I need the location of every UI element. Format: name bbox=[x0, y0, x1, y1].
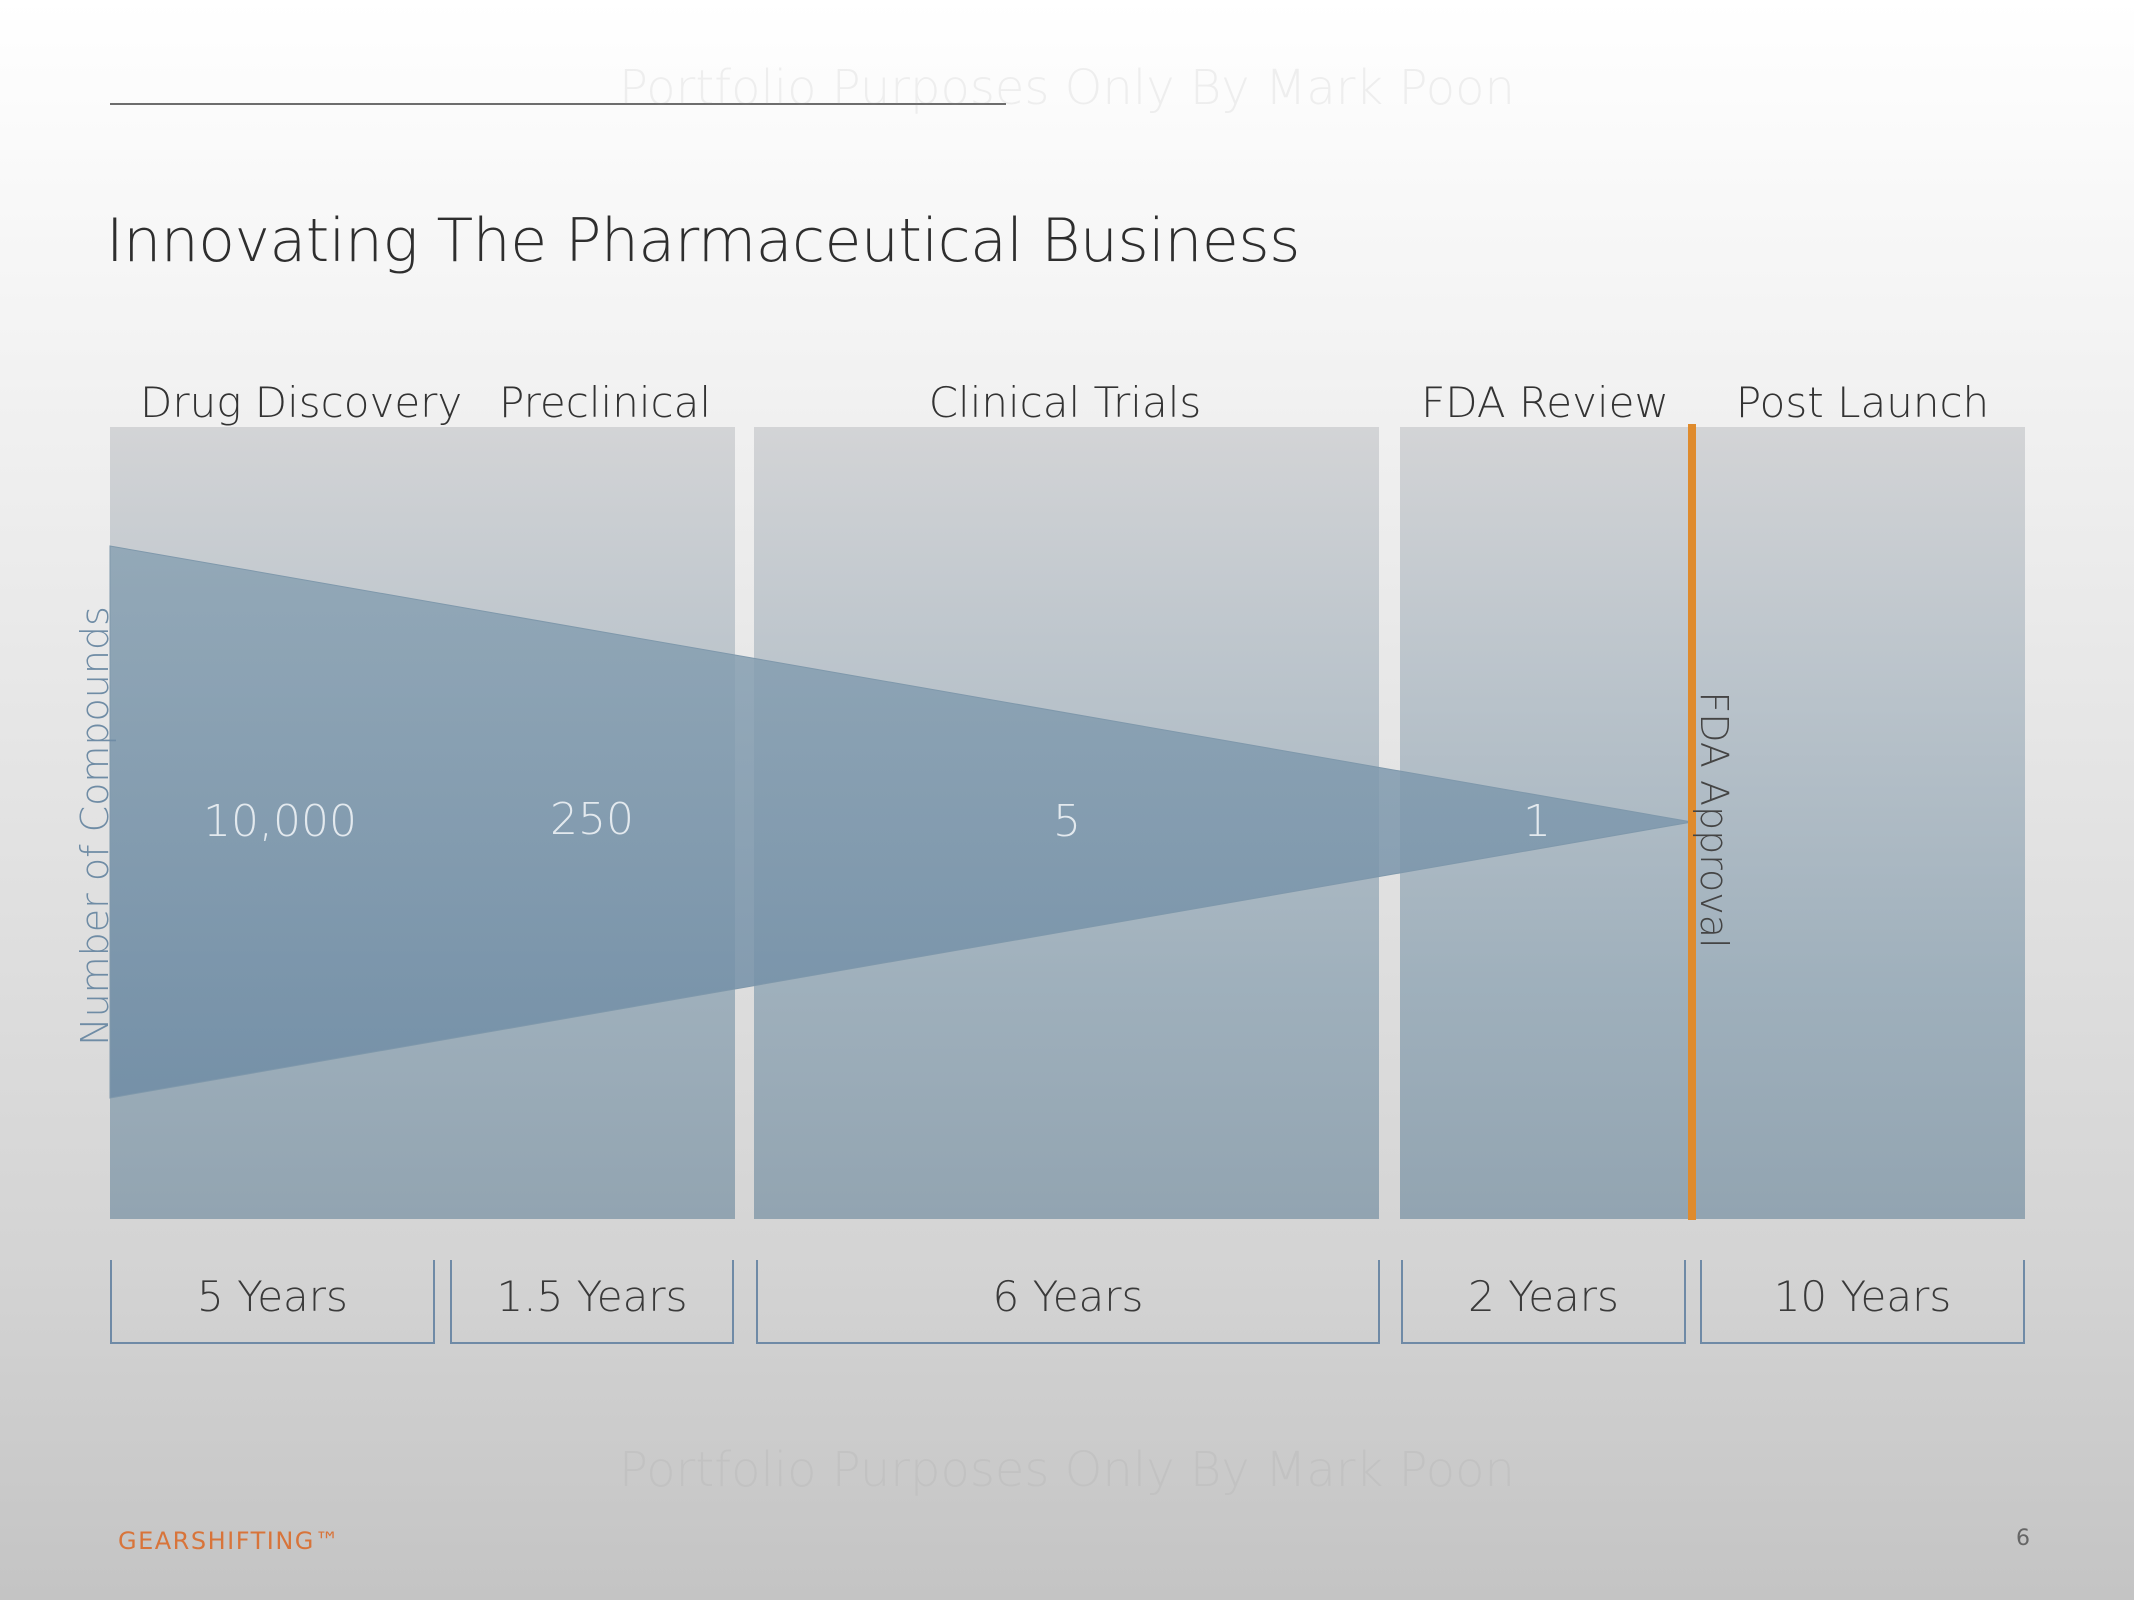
phase-label-drug-discovery: Drug Discovery bbox=[140, 378, 463, 427]
page-number: 6 bbox=[2016, 1526, 2030, 1551]
fda-approval-line bbox=[1688, 424, 1696, 1220]
brand-logo-text: GEARSHIFTING™ bbox=[118, 1527, 341, 1555]
header-rule bbox=[110, 103, 1006, 105]
duration-label: 6 Years bbox=[992, 1272, 1144, 1321]
duration-fda-review: 2 Years bbox=[1401, 1260, 1686, 1344]
duration-drug-discovery: 5 Years bbox=[110, 1260, 435, 1344]
fda-approval-label: FDA Approval bbox=[1692, 691, 1736, 949]
duration-label: 1.5 Years bbox=[496, 1272, 688, 1321]
phase-label-fda-review: FDA Review bbox=[1421, 378, 1669, 427]
duration-label: 2 Years bbox=[1468, 1272, 1619, 1321]
phase-label-post-launch: Post Launch bbox=[1735, 378, 1990, 427]
count-fda-review: 1 bbox=[1523, 796, 1551, 847]
funnel-shape bbox=[109, 545, 1693, 1099]
duration-label: 5 Years bbox=[197, 1272, 348, 1321]
watermark-bottom: Portfolio Purposes Only By Mark Poon bbox=[619, 1442, 1515, 1498]
duration-label: 10 Years bbox=[1773, 1272, 1952, 1321]
count-preclinical: 250 bbox=[550, 794, 634, 845]
y-axis-label: Number of Compounds bbox=[73, 606, 117, 1046]
duration-post-launch: 10 Years bbox=[1700, 1260, 2025, 1344]
count-drug-discovery: 10,000 bbox=[203, 796, 357, 847]
duration-preclinical: 1.5 Years bbox=[450, 1260, 734, 1344]
watermark-top: Portfolio Purposes Only By Mark Poon bbox=[619, 60, 1515, 116]
duration-clinical-trials: 6 Years bbox=[756, 1260, 1380, 1344]
page-title: Innovating The Pharmaceutical Business bbox=[106, 206, 1300, 276]
phase-label-clinical-trials: Clinical Trials bbox=[928, 378, 1202, 427]
phase-label-preclinical: Preclinical bbox=[499, 378, 711, 427]
count-clinical-trials: 5 bbox=[1053, 796, 1081, 847]
